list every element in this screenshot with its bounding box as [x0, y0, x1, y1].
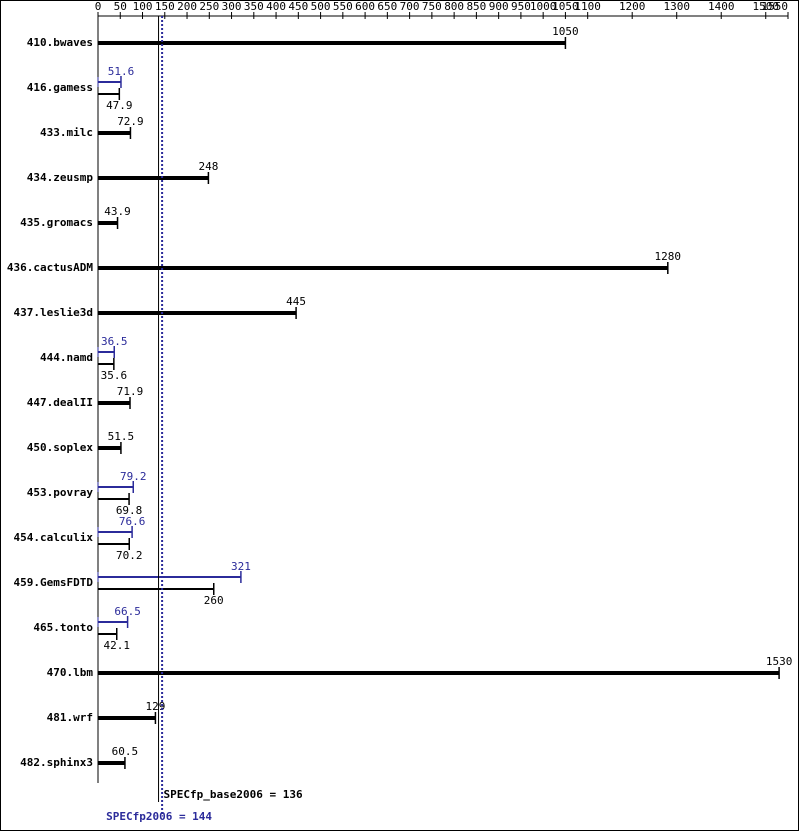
- category-label: 436.cactusADM: [7, 261, 93, 274]
- bar: [98, 498, 130, 500]
- category-label: 416.gamess: [27, 81, 93, 94]
- x-tick-label: 1500: [752, 0, 779, 13]
- x-tick-label: 1050: [552, 0, 579, 13]
- value-label: 42.1: [103, 639, 130, 652]
- reference-label: SPECfp_base2006 = 136: [164, 788, 303, 801]
- x-tick-label: 650: [377, 0, 397, 13]
- bar: [98, 543, 130, 545]
- value-label: 321: [231, 560, 251, 573]
- category-label: 459.GemsFDTD: [14, 576, 94, 589]
- bar: [98, 363, 114, 365]
- bar: [98, 266, 668, 270]
- bar: [98, 621, 128, 623]
- category-label: 433.milc: [40, 126, 93, 139]
- x-tick-label: 850: [466, 0, 486, 13]
- x-tick-label: 600: [355, 0, 375, 13]
- bar: [98, 671, 780, 675]
- category-label: 453.povray: [27, 486, 94, 499]
- reference-label: SPECfp2006 = 144: [106, 810, 212, 823]
- value-label: 47.9: [106, 99, 133, 112]
- x-tick-label: 350: [244, 0, 264, 13]
- value-label: 1530: [766, 655, 793, 668]
- value-label: 248: [198, 160, 218, 173]
- bar: [98, 93, 120, 95]
- x-tick-label: 0: [95, 0, 102, 13]
- category-label: 450.soplex: [27, 441, 94, 454]
- value-label: 35.6: [101, 369, 128, 382]
- value-label: 76.6: [119, 515, 146, 528]
- value-label: 72.9: [117, 115, 144, 128]
- x-tick-label: 1300: [663, 0, 690, 13]
- category-label: 435.gromacs: [20, 216, 93, 229]
- bar: [98, 131, 131, 135]
- x-tick-label: 1100: [574, 0, 601, 13]
- value-label: 260: [204, 594, 224, 607]
- x-tick-label: 450: [288, 0, 308, 13]
- value-label: 51.6: [108, 65, 135, 78]
- category-label: 482.sphinx3: [20, 756, 93, 769]
- category-label: 447.dealII: [27, 396, 93, 409]
- value-label: 445: [286, 295, 306, 308]
- category-label: 444.namd: [40, 351, 93, 364]
- x-tick-label: 900: [489, 0, 509, 13]
- bar: [98, 761, 125, 765]
- bar: [98, 221, 118, 225]
- value-label: 70.2: [116, 549, 143, 562]
- x-tick-label: 200: [177, 0, 197, 13]
- x-tick-label: 100: [133, 0, 153, 13]
- value-label: 129: [145, 700, 165, 713]
- x-tick-label: 1200: [619, 0, 646, 13]
- x-tick-label: 1550: [762, 0, 789, 13]
- bar: [98, 81, 121, 83]
- category-label: 437.leslie3d: [14, 306, 93, 319]
- value-label: 66.5: [114, 605, 141, 618]
- category-label: 410.bwaves: [27, 36, 93, 49]
- bar: [98, 311, 297, 315]
- category-label: 434.zeusmp: [27, 171, 94, 184]
- x-tick-label: 1000: [530, 0, 557, 13]
- x-tick-label: 250: [199, 0, 219, 13]
- x-tick-label: 1400: [708, 0, 735, 13]
- category-label: 470.lbm: [47, 666, 94, 679]
- bar: [98, 446, 121, 450]
- x-tick-label: 750: [422, 0, 442, 13]
- bar: [98, 576, 241, 578]
- value-label: 1280: [655, 250, 682, 263]
- bar: [98, 588, 214, 590]
- category-label: 465.tonto: [33, 621, 93, 634]
- bar: [98, 633, 117, 635]
- x-tick-label: 700: [400, 0, 420, 13]
- x-tick-label: 800: [444, 0, 464, 13]
- bar: [98, 176, 209, 180]
- value-label: 71.9: [117, 385, 144, 398]
- value-label: 43.9: [104, 205, 131, 218]
- bar: [98, 41, 566, 45]
- value-label: 79.2: [120, 470, 147, 483]
- bar: [98, 716, 156, 720]
- bar: [98, 351, 115, 353]
- x-tick-label: 150: [155, 0, 175, 13]
- value-label: 51.5: [108, 430, 135, 443]
- category-label: 454.calculix: [14, 531, 94, 544]
- x-tick-label: 550: [333, 0, 353, 13]
- bar: [98, 531, 133, 533]
- x-tick-label: 300: [222, 0, 242, 13]
- value-label: 69.8: [116, 504, 143, 517]
- x-tick-label: 400: [266, 0, 286, 13]
- value-label: 60.5: [112, 745, 139, 758]
- x-tick-label: 500: [311, 0, 331, 13]
- value-label: 36.5: [101, 335, 128, 348]
- value-label: 1050: [552, 25, 579, 38]
- bar: [98, 401, 131, 405]
- x-tick-label: 50: [114, 0, 127, 13]
- x-tick-label: 950: [511, 0, 531, 13]
- bar: [98, 486, 134, 488]
- category-label: 481.wrf: [47, 711, 93, 724]
